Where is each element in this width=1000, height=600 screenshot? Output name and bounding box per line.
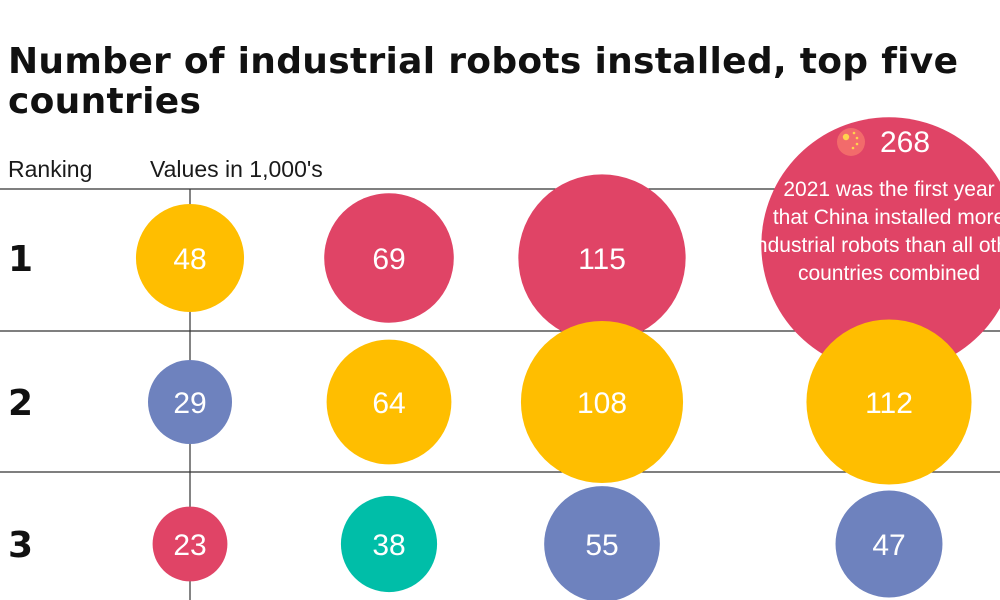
callout-note-line: that China installed more (773, 206, 1000, 229)
bubble (135, 203, 245, 313)
values-header: Values in 1,000's (150, 156, 323, 182)
bubble (152, 506, 228, 582)
bubble (340, 495, 438, 593)
bubble-value-label: 112 (865, 387, 913, 420)
bubble (835, 490, 943, 598)
bubble (518, 174, 686, 342)
rank-label: 1 (8, 239, 33, 280)
bubble-value-label: 47 (872, 529, 905, 562)
bubble-value-label: 108 (577, 387, 627, 420)
callout-note-line: countries combined (798, 262, 980, 285)
callout-note-line: 2021 was the first year (783, 178, 994, 201)
bubble (520, 320, 684, 484)
bubble-value-label: 69 (372, 243, 405, 276)
rank-labels: 1 2 3 (8, 239, 33, 566)
bubble-value-label: 29 (173, 387, 206, 420)
bubble (544, 486, 660, 600)
chart-title: Number of industrial robots installed, t… (8, 41, 959, 122)
ranking-header: Ranking (8, 156, 93, 182)
bubble-value-label: 55 (585, 529, 618, 562)
bubble-value-label: 38 (372, 529, 405, 562)
callout-value: 268 (880, 126, 930, 159)
bubble (761, 117, 1000, 373)
rank-label: 3 (8, 525, 33, 566)
bubble-value-label: 64 (372, 387, 405, 420)
bubble-value-label: 23 (173, 529, 206, 562)
bubble-value-label: 115 (578, 243, 626, 276)
bubble-value-label: 48 (173, 243, 206, 276)
bubble (326, 339, 452, 465)
bubble (147, 359, 233, 445)
bubbles-layer: 48 29 23 69 64 38 115 108 55 112 47 (135, 117, 1000, 600)
china-flag-icon (837, 128, 865, 156)
bubble (324, 193, 454, 323)
bubble (806, 319, 972, 485)
callout-note-line: industrial robots than all other (751, 234, 1000, 257)
china-callout: 268 2021 was the first year that China ins… (751, 126, 1000, 285)
rank-label: 2 (8, 383, 33, 424)
